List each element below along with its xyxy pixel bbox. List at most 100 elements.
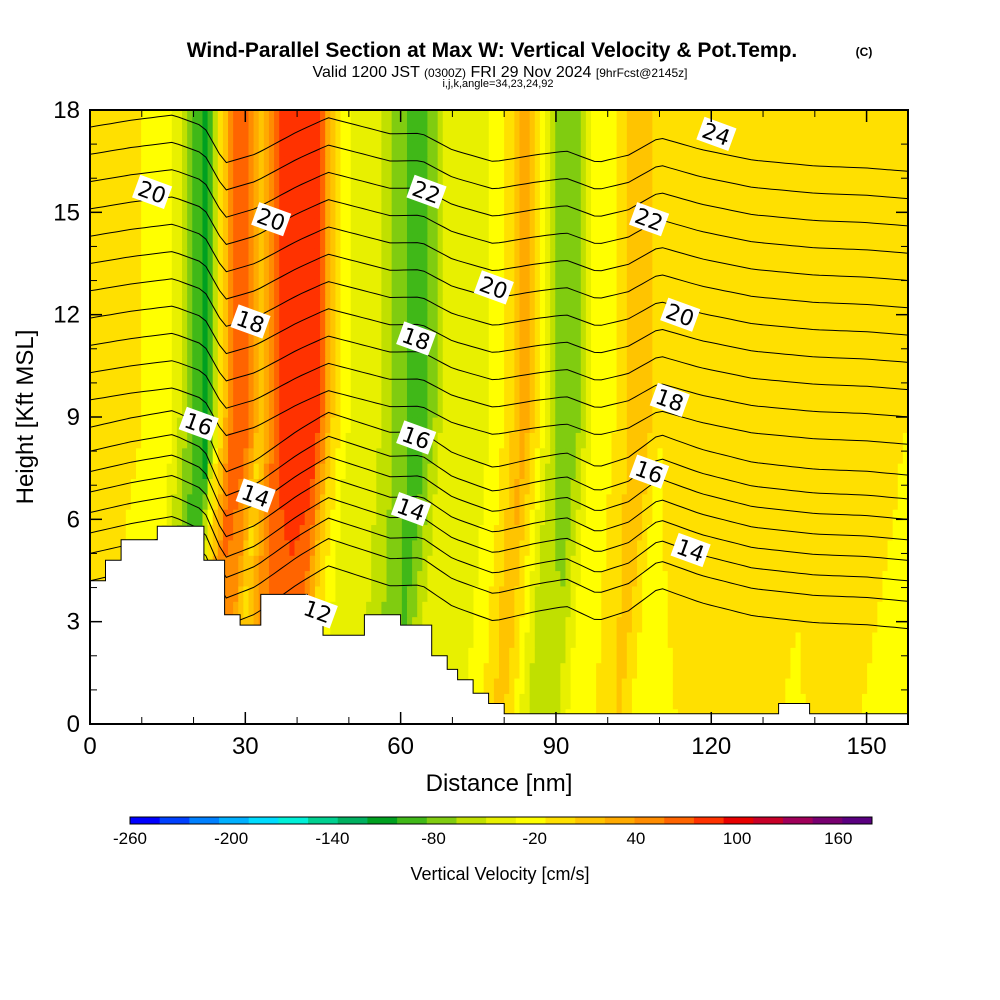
velocity-cell (708, 447, 715, 464)
velocity-cell (401, 355, 408, 372)
velocity-cell (483, 340, 490, 357)
velocity-cell (360, 539, 367, 556)
velocity-cell (734, 662, 740, 679)
velocity-cell (483, 324, 490, 341)
velocity-cell (504, 417, 510, 433)
velocity-cell (708, 478, 715, 495)
velocity-cell (841, 662, 848, 679)
velocity-cell (176, 263, 183, 280)
velocity-cell (611, 263, 618, 280)
velocity-cell (504, 493, 510, 510)
velocity-cell (667, 278, 674, 295)
velocity-cell (376, 585, 383, 602)
velocity-cell (759, 355, 766, 372)
velocity-cell (279, 524, 285, 541)
velocity-cell (836, 509, 843, 526)
velocity-cell (764, 401, 771, 418)
velocity-cell (90, 278, 96, 295)
velocity-cell (228, 309, 234, 326)
velocity-cell (718, 601, 725, 618)
velocity-cell (856, 524, 863, 541)
velocity-cell (683, 555, 689, 572)
velocity-cell (442, 340, 449, 357)
velocity-cell (815, 509, 822, 526)
velocity-cell (591, 539, 597, 556)
velocity-cell (688, 294, 694, 311)
velocity-cell (642, 324, 648, 341)
velocity-cell (289, 585, 296, 602)
velocity-cell (703, 340, 710, 357)
velocity-cell (647, 647, 653, 664)
velocity-cell (902, 447, 908, 464)
velocity-cell (125, 447, 132, 464)
velocity-cell (478, 401, 485, 418)
velocity-cell (831, 324, 838, 341)
velocity-cell (401, 386, 408, 403)
velocity-cell (371, 478, 377, 495)
velocity-cell (575, 647, 582, 664)
velocity-cell (468, 555, 475, 572)
velocity-cell (642, 601, 648, 618)
velocity-cell (141, 463, 147, 479)
velocity-cell (775, 309, 781, 326)
velocity-cell (688, 693, 694, 710)
velocity-cell (299, 570, 306, 587)
chart-title: Wind-Parallel Section at Max W: Vertical… (187, 39, 798, 62)
velocity-cell (233, 555, 239, 572)
velocity-cell (575, 539, 582, 556)
velocity-cell (631, 493, 638, 510)
velocity-cell (892, 447, 899, 464)
valid-time-line: Valid 1200 JST (0300Z) FRI 29 Nov 2024 [… (313, 64, 688, 81)
velocity-cell (493, 263, 500, 280)
velocity-cell (698, 616, 705, 633)
velocity-cell (499, 631, 505, 648)
velocity-cell (570, 294, 577, 311)
velocity-cell (744, 294, 751, 311)
velocity-cell (228, 539, 234, 556)
velocity-cell (299, 585, 306, 602)
velocity-cell (248, 248, 255, 265)
velocity-cell (723, 386, 730, 403)
velocity-cell (575, 463, 582, 479)
velocity-cell (304, 263, 311, 280)
velocity-cell (667, 662, 674, 679)
velocity-cell (754, 555, 761, 572)
velocity-cell (217, 309, 224, 326)
velocity-cell (739, 432, 745, 449)
velocity-cell (897, 647, 904, 664)
velocity-cell (182, 370, 188, 387)
velocity-cell (90, 355, 96, 372)
velocity-cell (366, 539, 372, 556)
velocity-cell (401, 555, 408, 572)
velocity-cell (846, 601, 853, 618)
velocity-cell (708, 585, 715, 602)
velocity-cell (263, 401, 270, 418)
velocity-cell (759, 463, 766, 479)
velocity-cell (335, 386, 342, 403)
velocity-cell (493, 355, 500, 372)
velocity-cell (314, 263, 321, 280)
velocity-cell (555, 355, 561, 372)
velocity-cell (580, 693, 587, 710)
velocity-cell (585, 647, 592, 664)
velocity-cell (452, 493, 459, 510)
velocity-cell (585, 340, 592, 357)
velocity-cell (478, 248, 485, 265)
velocity-cell (509, 417, 515, 433)
velocity-cell (877, 340, 884, 357)
velocity-cell (299, 432, 306, 449)
velocity-cell (314, 401, 321, 418)
velocity-cell (151, 447, 158, 464)
velocity-cell (345, 417, 352, 433)
velocity-cell (529, 463, 536, 479)
velocity-cell (831, 463, 838, 479)
velocity-cell (652, 677, 659, 694)
velocity-cell (800, 478, 807, 495)
velocity-cell (703, 555, 710, 572)
velocity-cell (345, 309, 352, 326)
velocity-cell (110, 447, 117, 464)
velocity-cell (877, 493, 884, 510)
velocity-cell (499, 647, 505, 664)
velocity-cell (156, 263, 163, 280)
velocity-cell (340, 509, 347, 526)
